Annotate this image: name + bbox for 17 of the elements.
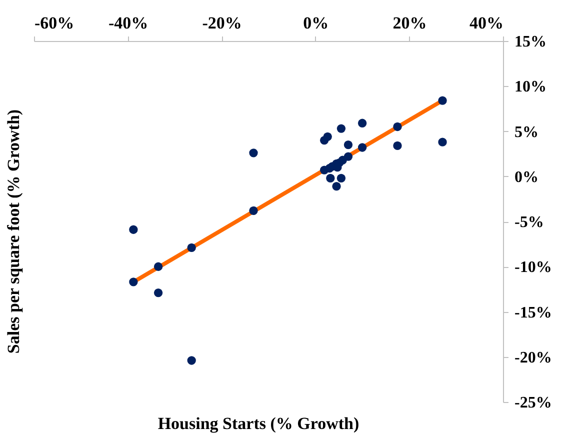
y-tick-label: -25% — [514, 394, 552, 412]
y-tick-label: -20% — [514, 349, 552, 366]
x-tick-label: 0% — [303, 14, 329, 32]
y-axis-title: Sales per square foot (% Growth) — [4, 109, 23, 354]
x-tick-label: -60% — [34, 14, 74, 32]
y-tick-label: 0% — [514, 168, 538, 186]
x-axis-title: Housing Starts (% Growth) — [158, 414, 360, 433]
y-tick-label: -10% — [514, 259, 552, 276]
y-tick-label: 15% — [514, 34, 546, 50]
y-tick-label: 10% — [514, 78, 546, 96]
x-tick-label: 40% — [470, 14, 504, 32]
y-tick-label: -15% — [514, 304, 552, 322]
y-tick-label: -5% — [514, 214, 544, 231]
x-tick-label: -40% — [108, 14, 148, 32]
x-tick-label: -20% — [202, 14, 242, 32]
y-tick-label: 5% — [514, 124, 538, 141]
x-tick-label: 20% — [392, 14, 427, 32]
